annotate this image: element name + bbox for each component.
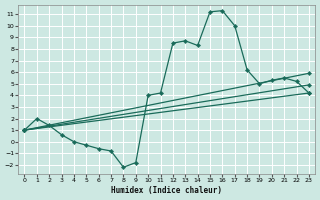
X-axis label: Humidex (Indice chaleur): Humidex (Indice chaleur)	[111, 186, 222, 195]
